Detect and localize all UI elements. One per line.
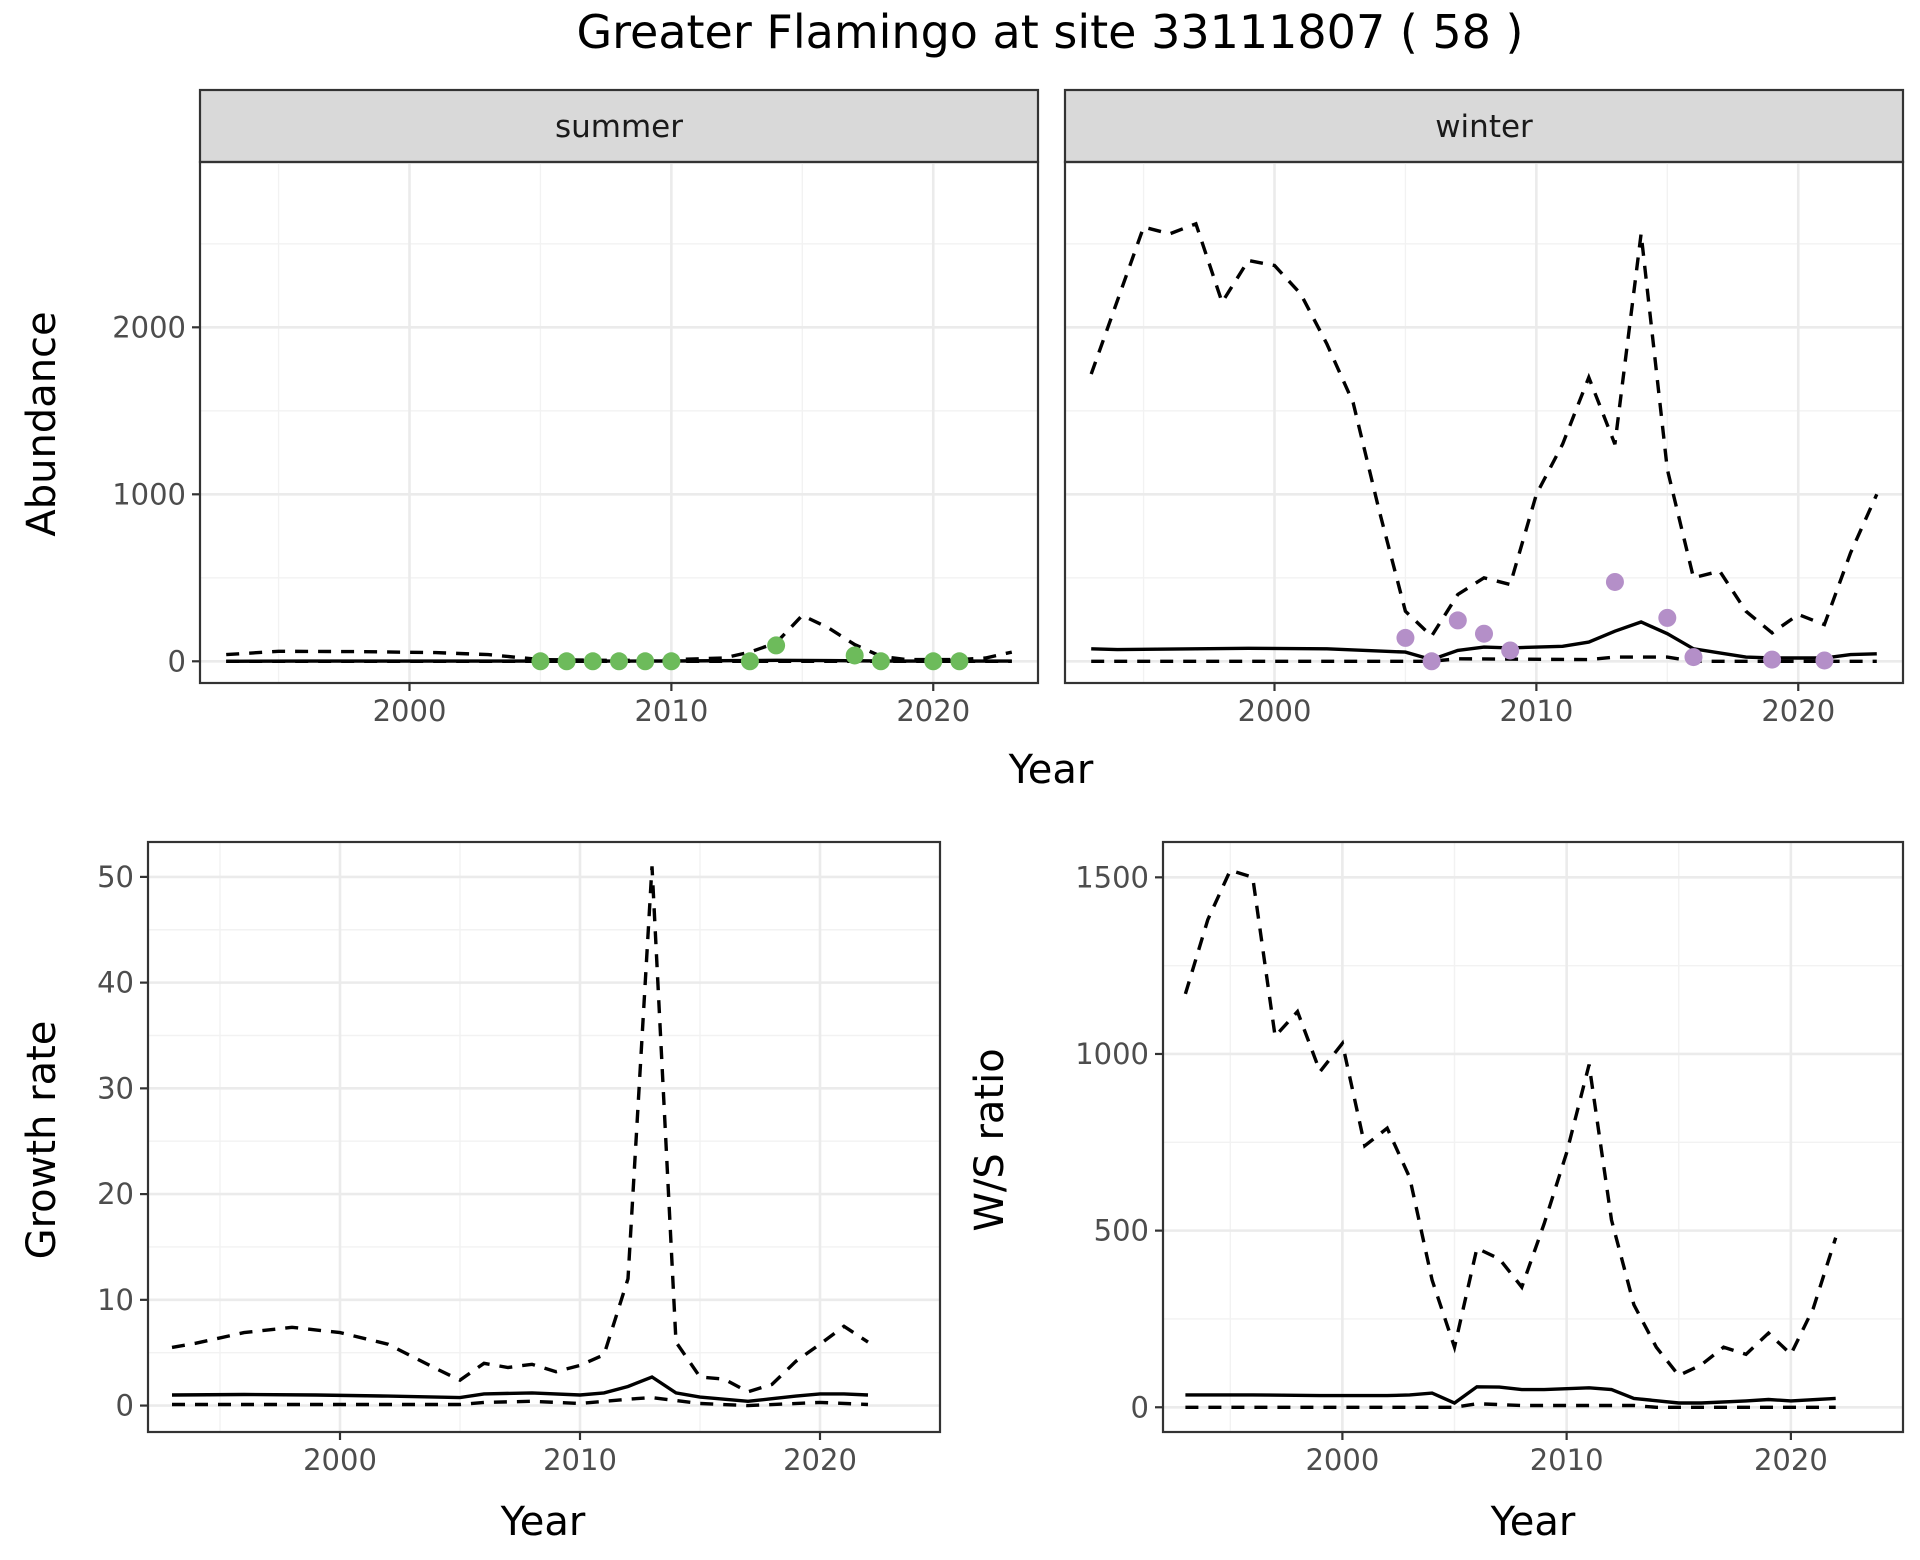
growth-rate-x-tick-label: 2010 xyxy=(543,1443,617,1477)
ws-ratio-plot-area: 2000 2010 2020 0 500 1000 1500 xyxy=(1075,840,1905,1477)
ws-ratio-y-tick-label: 1000 xyxy=(1075,1037,1149,1071)
growth-rate-y-tick-label: 10 xyxy=(97,1283,134,1317)
winter-x-tick-label: 2020 xyxy=(1761,694,1835,728)
winter-observed-point xyxy=(1448,611,1467,630)
summer-x-tick-label: 2010 xyxy=(634,694,708,728)
winter-x-tick-label: 2000 xyxy=(1238,694,1312,728)
winter-plot-area: 2000 2010 2020 xyxy=(1063,160,1905,728)
figure-title: Greater Flamingo at site 33111807 ( 58 ) xyxy=(576,5,1523,59)
winter-observed-point xyxy=(1684,648,1703,667)
summer-x-tick-label: 2000 xyxy=(373,694,447,728)
winter-panel-border xyxy=(1063,160,1905,685)
winter-median-line xyxy=(1091,620,1877,662)
summer-observed-point xyxy=(583,652,602,671)
growth-rate-y-axis-title: Growth rate xyxy=(19,1021,65,1260)
summer-observed-point xyxy=(610,652,628,671)
abundance-y-axis-title: Abundance xyxy=(19,311,65,536)
ws-ratio-x-tick-label: 2000 xyxy=(1305,1443,1379,1477)
summer-y-tick-label: 0 xyxy=(168,644,186,678)
summer-y-tick-label: 2000 xyxy=(112,310,186,344)
summer-strip xyxy=(198,88,1040,164)
winter-observed-point xyxy=(1501,641,1520,660)
ws-ratio-y-tick-label: 500 xyxy=(1094,1214,1149,1248)
growth-rate-y-tick-label: 30 xyxy=(97,1071,134,1105)
summer-upper-line xyxy=(226,613,1013,663)
growth-rate-y-tick-label: 20 xyxy=(97,1177,134,1211)
winter-observed-point xyxy=(1475,624,1493,643)
winter-observed-point xyxy=(1396,628,1415,647)
winter-observed-point xyxy=(1815,651,1834,670)
growth-rate-upper-line xyxy=(171,866,869,1394)
ws-ratio-y-tick-label: 0 xyxy=(1131,1390,1149,1424)
growth-rate-x-axis-title: Year xyxy=(500,1499,586,1545)
growth-rate-lower-line xyxy=(172,1395,869,1408)
growth-rate-x-tick-label: 2000 xyxy=(303,1443,377,1477)
winter-observed-point xyxy=(1605,572,1624,591)
winter-panel: winter 2000 2010 2020 xyxy=(1063,88,1905,728)
ws-ratio-panel: 2000 2010 2020 0 500 1000 1500 xyxy=(1075,840,1905,1477)
ws-ratio-y-tick-label: 1500 xyxy=(1075,860,1149,894)
summer-observed-point xyxy=(845,646,864,665)
growth-rate-panel-border xyxy=(146,840,942,1434)
summer-observed-point xyxy=(740,652,759,671)
growth-rate-median-line xyxy=(171,1375,869,1404)
winter-observed-point xyxy=(1658,608,1677,627)
summer-observed-point xyxy=(662,652,681,671)
abundance-x-axis-title: Year xyxy=(1008,747,1094,793)
growth-rate-plot-area: 2000 2010 2020 0 10 20 30 40 50 xyxy=(97,840,942,1477)
ws-ratio-panel-border xyxy=(1161,840,1905,1434)
summer-panel-border xyxy=(198,160,1040,685)
growth-rate-y-tick-label: 40 xyxy=(97,966,134,1000)
winter-upper-line xyxy=(1089,221,1879,639)
summer-observed-point xyxy=(767,636,786,655)
ws-ratio-upper-line xyxy=(1183,868,1838,1378)
summer-panel: summer 2000 2010 2020 0 1000 2000 xyxy=(112,88,1040,728)
summer-strip-label: summer xyxy=(555,109,683,145)
summer-observed-point xyxy=(871,652,890,671)
winter-x-tick-label: 2010 xyxy=(1499,694,1573,728)
summer-x-tick-label: 2020 xyxy=(896,694,970,728)
summer-plot-area: 2000 2010 2020 0 1000 2000 xyxy=(112,160,1040,728)
summer-observed-point xyxy=(557,652,576,671)
growth-rate-panel: 2000 2010 2020 0 10 20 30 40 50 xyxy=(97,840,942,1477)
growth-rate-y-tick-label: 0 xyxy=(116,1389,134,1423)
winter-observed-point xyxy=(1422,652,1441,671)
ws-ratio-x-axis-title: Year xyxy=(1490,1499,1576,1545)
ws-ratio-median-line xyxy=(1185,1385,1836,1405)
ws-ratio-x-tick-label: 2010 xyxy=(1530,1443,1604,1477)
summer-observed-point xyxy=(950,652,969,671)
growth-rate-x-tick-label: 2020 xyxy=(783,1443,857,1477)
winter-observed-point xyxy=(1763,650,1782,669)
summer-observed-point xyxy=(924,652,943,671)
summer-observed-point xyxy=(636,652,655,671)
ws-ratio-x-tick-label: 2020 xyxy=(1754,1443,1828,1477)
ws-ratio-y-axis-title: W/S ratio xyxy=(967,1048,1013,1231)
growth-rate-y-tick-label: 50 xyxy=(97,860,134,894)
summer-observed-point xyxy=(531,652,550,671)
summer-y-tick-label: 1000 xyxy=(112,477,186,511)
ws-ratio-lower-line xyxy=(1185,1401,1836,1410)
winter-strip-label: winter xyxy=(1435,109,1533,145)
